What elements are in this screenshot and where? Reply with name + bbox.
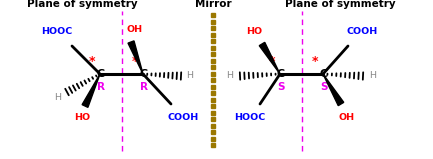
Text: HO: HO xyxy=(246,27,262,35)
Text: COOH: COOH xyxy=(168,113,199,121)
Polygon shape xyxy=(323,74,344,106)
Text: R: R xyxy=(140,82,148,92)
Text: C: C xyxy=(320,69,328,79)
Polygon shape xyxy=(82,74,100,107)
Text: Mirror: Mirror xyxy=(195,0,231,9)
Text: C: C xyxy=(97,69,105,79)
Text: H: H xyxy=(369,72,377,80)
Text: *: * xyxy=(89,55,95,69)
Polygon shape xyxy=(128,41,143,74)
Text: H: H xyxy=(226,72,233,80)
Text: S: S xyxy=(320,82,328,92)
Text: *: * xyxy=(312,55,318,69)
Text: Plane of symmetry: Plane of symmetry xyxy=(27,0,137,9)
Text: COOH: COOH xyxy=(346,28,378,37)
Text: *: * xyxy=(132,55,138,69)
Text: H: H xyxy=(187,72,194,80)
Text: HO: HO xyxy=(74,114,90,122)
Text: C: C xyxy=(277,69,285,79)
Text: S: S xyxy=(277,82,285,92)
Text: OH: OH xyxy=(339,113,355,121)
Text: HOOC: HOOC xyxy=(234,113,265,121)
Text: *: * xyxy=(269,55,275,69)
Text: R: R xyxy=(97,82,105,92)
Polygon shape xyxy=(259,42,280,74)
Text: HOOC: HOOC xyxy=(42,28,73,37)
Text: C: C xyxy=(140,69,148,79)
Text: Plane of symmetry: Plane of symmetry xyxy=(284,0,395,9)
Text: H: H xyxy=(55,93,61,101)
Text: OH: OH xyxy=(127,25,143,35)
